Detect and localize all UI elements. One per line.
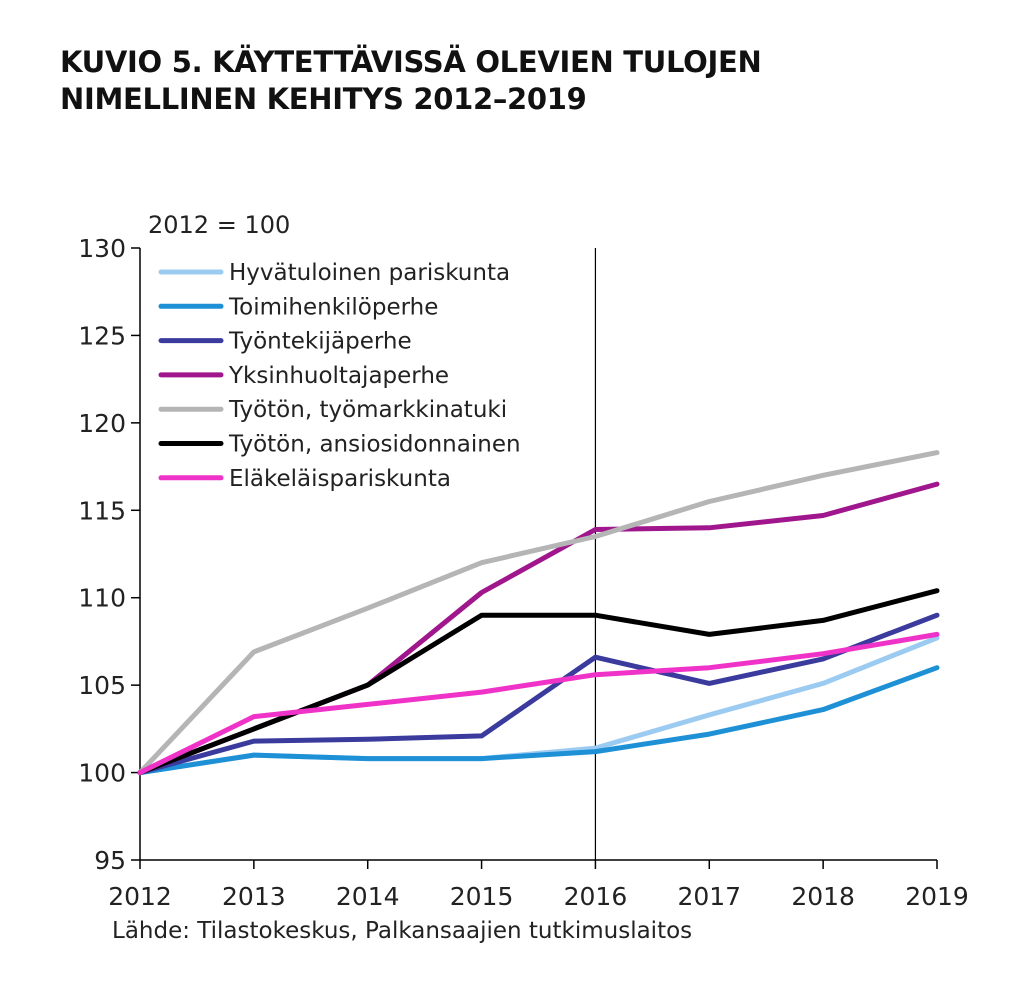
x-tick-label: 2018 [791,882,855,911]
y-tick-label: 110 [78,584,126,613]
unit-label: 2012 = 100 [148,211,290,239]
x-tick-label: 2014 [336,882,400,911]
y-tick-label: 115 [78,496,126,525]
x-tick-label: 2013 [222,882,286,911]
legend-label: Työtön, työmarkkinatuki [228,397,507,423]
series-line-6 [137,588,940,776]
legend-label: Eläkeläispariskunta [229,466,451,492]
y-tick-label: 120 [78,409,126,438]
legend-label: Toimihenkilöperhe [228,294,438,320]
chart-title-line-2: NIMELLINEN KEHITYS 2012–2019 [60,82,587,116]
series-line-2 [137,665,940,776]
x-tick-label: 2012 [108,882,172,911]
legend-label: Hyvätuloinen pariskunta [229,260,510,286]
x-tick-label: 2019 [905,882,969,911]
legend: Hyvätuloinen pariskunta Toimihenkilöperhe… [158,260,521,492]
x-tick-label: 2016 [564,882,628,911]
series-line-7 [137,631,940,776]
axes: 95 100 105 110 115 120 125 130 2012 2013 2014 2015 2… [78,234,969,911]
chart-title: KUVIO 5. KÄYTETTÄVISSÄ OLEVIEN TULOJEN N… [60,44,960,118]
legend-label: Yksinhuoltajaperhe [228,363,449,389]
series-line-5 [137,450,940,776]
x-tick-label: 2017 [677,882,741,911]
legend-label: Työtön, ansiosidonnainen [228,432,521,458]
y-tick-label: 130 [78,234,126,263]
x-tick-label: 2015 [450,882,514,911]
y-tick-label: 105 [78,671,126,700]
source-note: Lähde: Tilastokeskus, Palkansaajien tutk… [112,918,693,944]
y-tick-label: 100 [78,759,126,788]
legend-label: Työntekijäperhe [228,329,412,355]
series-lines [137,450,940,776]
y-tick-label: 95 [94,846,126,875]
chart-title-line-1: KUVIO 5. KÄYTETTÄVISSÄ OLEVIEN TULOJEN [60,45,762,79]
series-line-3 [137,612,940,776]
y-tick-label: 125 [78,321,126,350]
